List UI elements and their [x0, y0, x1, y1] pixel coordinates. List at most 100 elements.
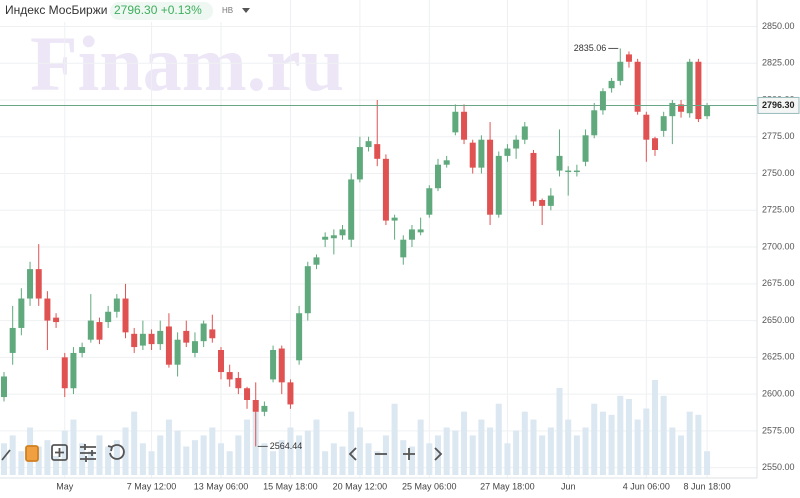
candle-body — [426, 188, 433, 215]
note-icon[interactable] — [25, 445, 39, 462]
volume-bar — [704, 451, 711, 475]
y-tick-label: 2825.00 — [762, 58, 795, 68]
volume-bar — [435, 435, 441, 475]
volume-bar — [426, 443, 433, 475]
candle-body — [573, 170, 580, 173]
candle-body — [582, 135, 589, 162]
candle-body — [200, 323, 207, 342]
badge: НВ — [222, 6, 233, 15]
add-icon[interactable] — [51, 444, 68, 461]
candle-body — [487, 139, 494, 215]
scroll-right[interactable] — [434, 447, 443, 461]
volume-bar — [131, 411, 138, 475]
candle-body — [643, 114, 650, 140]
volume-bar — [521, 411, 528, 475]
volume-bar — [70, 419, 77, 475]
y-tick-label: 2650.00 — [762, 315, 795, 325]
candle-body — [209, 329, 216, 339]
candle-body — [330, 235, 337, 239]
volume-bar — [1, 443, 7, 475]
candle-body — [122, 298, 129, 333]
candle-body — [443, 160, 450, 165]
volume-bar — [617, 395, 624, 475]
candle-body — [44, 298, 51, 321]
candle-body — [461, 111, 468, 140]
volume-bar — [634, 419, 641, 475]
volume-bar — [157, 435, 164, 475]
candle-body — [226, 372, 233, 380]
y-tick-label: 2725.00 — [762, 205, 795, 215]
candle-body — [452, 111, 459, 133]
volume-bar — [261, 443, 268, 475]
volume-bar — [582, 427, 589, 475]
candle-body — [608, 80, 615, 89]
candle-body — [469, 142, 476, 168]
reset-icon[interactable] — [107, 444, 125, 460]
last-price-tag — [757, 96, 800, 114]
candle-body — [521, 126, 528, 140]
scroll-left[interactable] — [348, 447, 357, 461]
x-tick-label: 15 May 18:00 — [263, 481, 318, 491]
candle-body — [391, 217, 398, 221]
volume-bar — [573, 435, 580, 475]
x-tick-label: 4 Jun 06:00 — [623, 481, 670, 491]
candle-body — [599, 91, 606, 111]
candle-body — [96, 322, 103, 340]
volume-bar — [105, 446, 112, 475]
candle-body — [9, 327, 16, 353]
x-tick-label: 13 May 06:00 — [194, 481, 249, 491]
candle-body — [53, 317, 60, 323]
candle-body — [191, 341, 198, 353]
candle-body — [591, 110, 598, 136]
volume-bar — [556, 387, 563, 475]
volume-bar — [643, 408, 650, 475]
y-tick-label: 2550.00 — [762, 462, 795, 472]
volume-bar — [452, 430, 459, 475]
candle-body — [400, 239, 407, 258]
x-tick-label: 8 Jun 18:00 — [684, 481, 731, 491]
y-tick-label: 2675.00 — [762, 278, 795, 288]
volume-bar — [513, 430, 520, 475]
candle-body — [356, 147, 363, 180]
candle-body — [435, 164, 441, 189]
x-tick-label: 7 May 12:00 — [127, 481, 177, 491]
volume-bar — [191, 440, 198, 475]
candle-body — [530, 152, 537, 202]
x-tick-label: 20 May 12:00 — [333, 481, 388, 491]
volume-bar — [113, 440, 120, 475]
volume-bar — [122, 427, 129, 475]
volume-bar — [400, 440, 407, 475]
x-tick-label: May — [56, 481, 74, 491]
candle-body — [287, 382, 294, 405]
volume-bar — [365, 443, 372, 475]
candle-body — [304, 266, 311, 314]
candle-body — [70, 352, 77, 389]
candle-body — [79, 347, 86, 353]
candle-body — [417, 229, 424, 233]
candle-body — [18, 298, 25, 328]
volume-bar — [461, 411, 468, 475]
volume-bar — [443, 427, 450, 475]
x-tick-label: Jun — [561, 481, 576, 491]
candle-body — [313, 257, 320, 265]
settings-icon[interactable] — [80, 444, 96, 462]
volume-bar — [469, 435, 476, 475]
y-tick-label: 2850.00 — [762, 21, 795, 31]
zoom-in[interactable] — [403, 448, 415, 460]
candle-body — [408, 229, 415, 240]
candle-body — [113, 298, 120, 312]
dropdown-arrow[interactable] — [242, 8, 250, 13]
volume-bar — [200, 435, 207, 475]
candle-body — [513, 139, 520, 149]
volume-bar — [339, 446, 346, 475]
candle-body — [105, 311, 112, 323]
candle-body — [495, 155, 502, 215]
instrument-title[interactable]: Индекс МосБиржи — [5, 3, 107, 17]
pencil-icon[interactable] — [1, 449, 11, 461]
volume-bar — [356, 427, 363, 475]
low-label: 2564.44 — [270, 441, 303, 451]
volume-bar — [417, 419, 424, 475]
add-plus — [55, 448, 64, 457]
volume-bar — [408, 446, 415, 475]
